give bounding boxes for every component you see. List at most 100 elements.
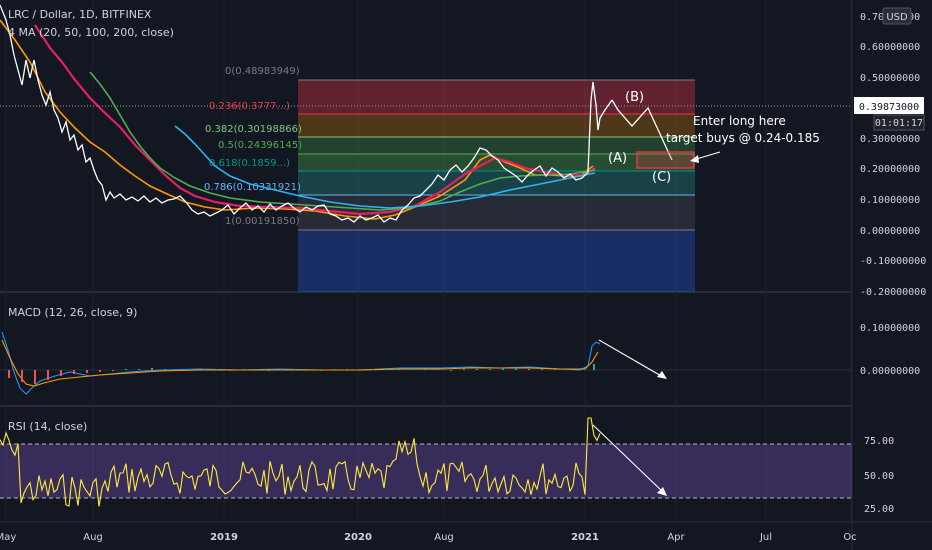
- ma200-line: [174, 125, 596, 209]
- macd-histogram-bar: [255, 369, 257, 370]
- currency-badge[interactable]: [882, 7, 912, 25]
- macd-tick-label: 0.10000000: [860, 323, 920, 334]
- note-line-2: target buys @ 0.24-0.185: [666, 131, 820, 145]
- wave-a-label: (A): [608, 151, 627, 166]
- macd-histogram-bar: [216, 369, 218, 370]
- wave-projection: [611, 99, 673, 161]
- wave-c-label: (C): [652, 170, 671, 185]
- price-line: [0, 4, 613, 223]
- macd-histogram-bar: [476, 369, 478, 370]
- ma100-line: [89, 71, 596, 211]
- rsi-label[interactable]: RSI (14, close): [8, 420, 87, 433]
- fib-band-0236-0382: [298, 114, 695, 137]
- fib-level-label: 0.786(0.10331921): [204, 182, 301, 193]
- macd-label[interactable]: MACD (12, 26, close, 9): [8, 306, 137, 319]
- fibonacci-retracement[interactable]: 0(0.48983949)0.236(0.3777...)0.382(0.301…: [204, 66, 695, 292]
- fib-level-label: 0(0.48983949): [225, 66, 300, 77]
- macd-histogram-bar: [502, 368, 504, 370]
- rsi-band: [0, 444, 852, 498]
- price-tick-label: 0.10000000: [860, 195, 920, 206]
- macd-histogram-bar: [320, 370, 322, 371]
- macd-histogram-bar: [541, 369, 543, 370]
- macd-arrow-head: [657, 371, 667, 379]
- macd-signal-line: [1, 339, 599, 387]
- entry-zone-box[interactable]: [636, 151, 695, 169]
- macd-histogram-bar: [554, 369, 556, 370]
- ma50-line: [34, 24, 596, 216]
- price-tick-label: 0.60000000: [860, 42, 920, 53]
- macd-histogram-bar: [463, 369, 465, 370]
- macd-histogram-bar: [125, 369, 127, 370]
- macd-histogram-bar: [333, 369, 335, 370]
- macd-histogram-bar: [34, 370, 36, 384]
- macd-histogram-bar: [593, 364, 595, 370]
- time-tick-label: 2019: [210, 532, 238, 543]
- macd-histogram-bar: [385, 369, 387, 370]
- currency-badge-label: USD: [886, 12, 908, 23]
- macd-histogram-bar: [515, 368, 517, 370]
- fib-band-0-0236: [298, 80, 695, 114]
- macd-histogram-bar: [580, 368, 582, 370]
- fib-level-label: 1(0.00191850): [225, 216, 300, 227]
- rsi-tick-label: 50.00: [864, 471, 894, 482]
- macd-histogram-bar: [138, 369, 140, 370]
- macd-tick-label: 0.00000000: [860, 366, 920, 377]
- price-tick-label: 0.20000000: [860, 164, 920, 175]
- macd-divergence-arrow: [598, 339, 664, 378]
- price-axis[interactable]: 0.700000000.600000000.500000000.40000000…: [860, 12, 926, 298]
- macd-axis[interactable]: 0.10000000 0.00000000: [860, 323, 920, 377]
- macd-histogram-bar: [8, 370, 10, 378]
- fib-band-extension: [298, 230, 695, 292]
- price-tick-label: 0.30000000: [860, 134, 920, 145]
- macd-histogram-bar: [21, 370, 23, 382]
- vertical-grid: [5, 0, 851, 522]
- macd-histogram-bar: [164, 369, 166, 370]
- symbol-title: LRC / Dollar, 1D, BITFINEX: [8, 8, 152, 21]
- price-tick-label: -0.20000000: [860, 287, 926, 298]
- time-tick-label: Aug: [83, 532, 103, 543]
- rsi-axis[interactable]: 75.00 50.00 25.00: [864, 436, 894, 515]
- price-tick-label: 0.50000000: [860, 73, 920, 84]
- countdown-tag: [873, 114, 925, 131]
- macd-histogram-bar: [450, 370, 452, 371]
- macd-histogram-bar: [99, 370, 101, 372]
- rsi-tick-label: 25.00: [864, 504, 894, 515]
- macd-histogram-bar: [177, 370, 179, 371]
- fib-level-label: 0.5(0.24396145): [218, 140, 302, 151]
- time-tick-label: Jul: [759, 532, 772, 543]
- price-tick-label: -0.10000000: [860, 256, 926, 267]
- macd-histogram-bar: [112, 370, 114, 371]
- macd-histogram-bar: [294, 369, 296, 370]
- rsi-divergence-arrow: [592, 424, 664, 493]
- time-tick-label: 2021: [571, 532, 599, 543]
- ma-indicator-label[interactable]: 4 MA (20, 50, 100, 200, close): [8, 26, 174, 39]
- macd-histogram-bar: [424, 369, 426, 370]
- macd-histogram-bar: [203, 369, 205, 370]
- rsi-arrow-head: [657, 487, 667, 496]
- macd-histogram-bar: [86, 370, 88, 373]
- macd-histogram-bar: [307, 369, 309, 370]
- fib-level-label: 0.618(0.1859...): [209, 158, 290, 169]
- macd-pane[interactable]: [0, 331, 852, 395]
- time-axis[interactable]: May Aug 2019 2020 Aug 2021 Apr Jul Oc: [0, 532, 857, 543]
- time-tick-label: May: [0, 532, 16, 543]
- macd-histogram-bar: [528, 369, 530, 370]
- macd-histogram-bar: [268, 370, 270, 371]
- time-tick-label: 2020: [344, 532, 372, 543]
- countdown-value: 01:01:17: [875, 118, 923, 129]
- macd-histogram: [8, 364, 595, 384]
- fib-level-label: 0.382(0.30198866): [205, 124, 302, 135]
- macd-histogram-bar: [190, 370, 192, 371]
- time-tick-label: Aug: [434, 532, 454, 543]
- macd-histogram-bar: [60, 370, 62, 376]
- macd-histogram-bar: [567, 369, 569, 370]
- rsi-pane[interactable]: [0, 417, 852, 507]
- fib-band-0382-05: [298, 137, 695, 154]
- price-tick-label: 0.00000000: [860, 226, 920, 237]
- entry-arrow-head: [690, 155, 699, 163]
- fib-band-0618-0786: [298, 171, 695, 195]
- macd-histogram-bar: [398, 369, 400, 370]
- macd-line: [1, 331, 601, 395]
- rsi-tick-label: 75.00: [864, 436, 894, 447]
